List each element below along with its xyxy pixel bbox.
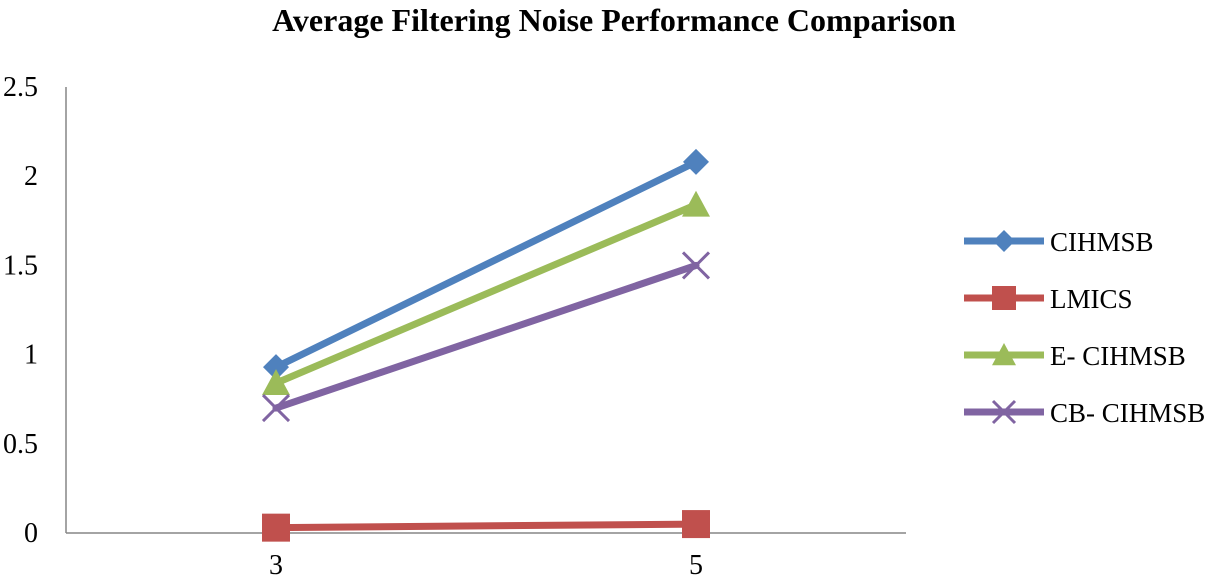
data-point	[262, 369, 290, 396]
legend-item: CIHMSB	[964, 227, 1154, 257]
legend-item: LMICS	[964, 284, 1133, 314]
y-tick-label: 1	[24, 340, 38, 371]
legend-label: LMICS	[1050, 284, 1133, 314]
data-point	[682, 510, 710, 539]
legend-item: CB- CIHMSB	[964, 398, 1205, 428]
legend-label: CIHMSB	[1050, 227, 1154, 257]
legend-marker	[992, 286, 1016, 310]
y-tick-label: 2.5	[3, 72, 38, 103]
x-tick-label: 5	[689, 550, 703, 581]
legend-label: CB- CIHMSB	[1050, 398, 1205, 428]
y-tick-label: 0.5	[3, 429, 38, 460]
series-line	[272, 261, 700, 412]
y-tick-labels: 0 0.5 1 1.5 2 2.5	[3, 72, 38, 549]
axes	[65, 87, 906, 534]
y-tick-label: 1.5	[3, 250, 38, 281]
data-point	[682, 190, 710, 217]
legend-label: E- CIHMSB	[1050, 341, 1186, 371]
series-cihmsb	[263, 148, 709, 381]
y-tick-label: 0	[24, 518, 38, 549]
legend-item: E- CIHMSB	[964, 341, 1186, 371]
legend: CIHMSB LMICS E- CIHMSB CB- CIHMSB	[964, 227, 1205, 428]
data-point	[683, 148, 709, 175]
y-tick-label: 2	[24, 161, 38, 192]
data-point	[262, 513, 290, 542]
data-point	[263, 354, 289, 381]
series-layer	[261, 148, 711, 542]
series-e-cihmsb	[262, 190, 710, 396]
series-line	[272, 520, 700, 532]
chart-title: Average Filtering Noise Performance Comp…	[272, 2, 956, 38]
legend-marker	[992, 343, 1016, 366]
legend-marker	[991, 399, 1017, 425]
series-line	[272, 158, 700, 371]
series-line	[272, 201, 700, 387]
data-point	[261, 394, 291, 423]
series-cb-cihmsb	[261, 251, 711, 423]
series-lmics	[262, 510, 710, 542]
x-tick-label: 3	[269, 550, 283, 581]
data-point	[681, 251, 711, 280]
legend-marker	[993, 230, 1015, 252]
